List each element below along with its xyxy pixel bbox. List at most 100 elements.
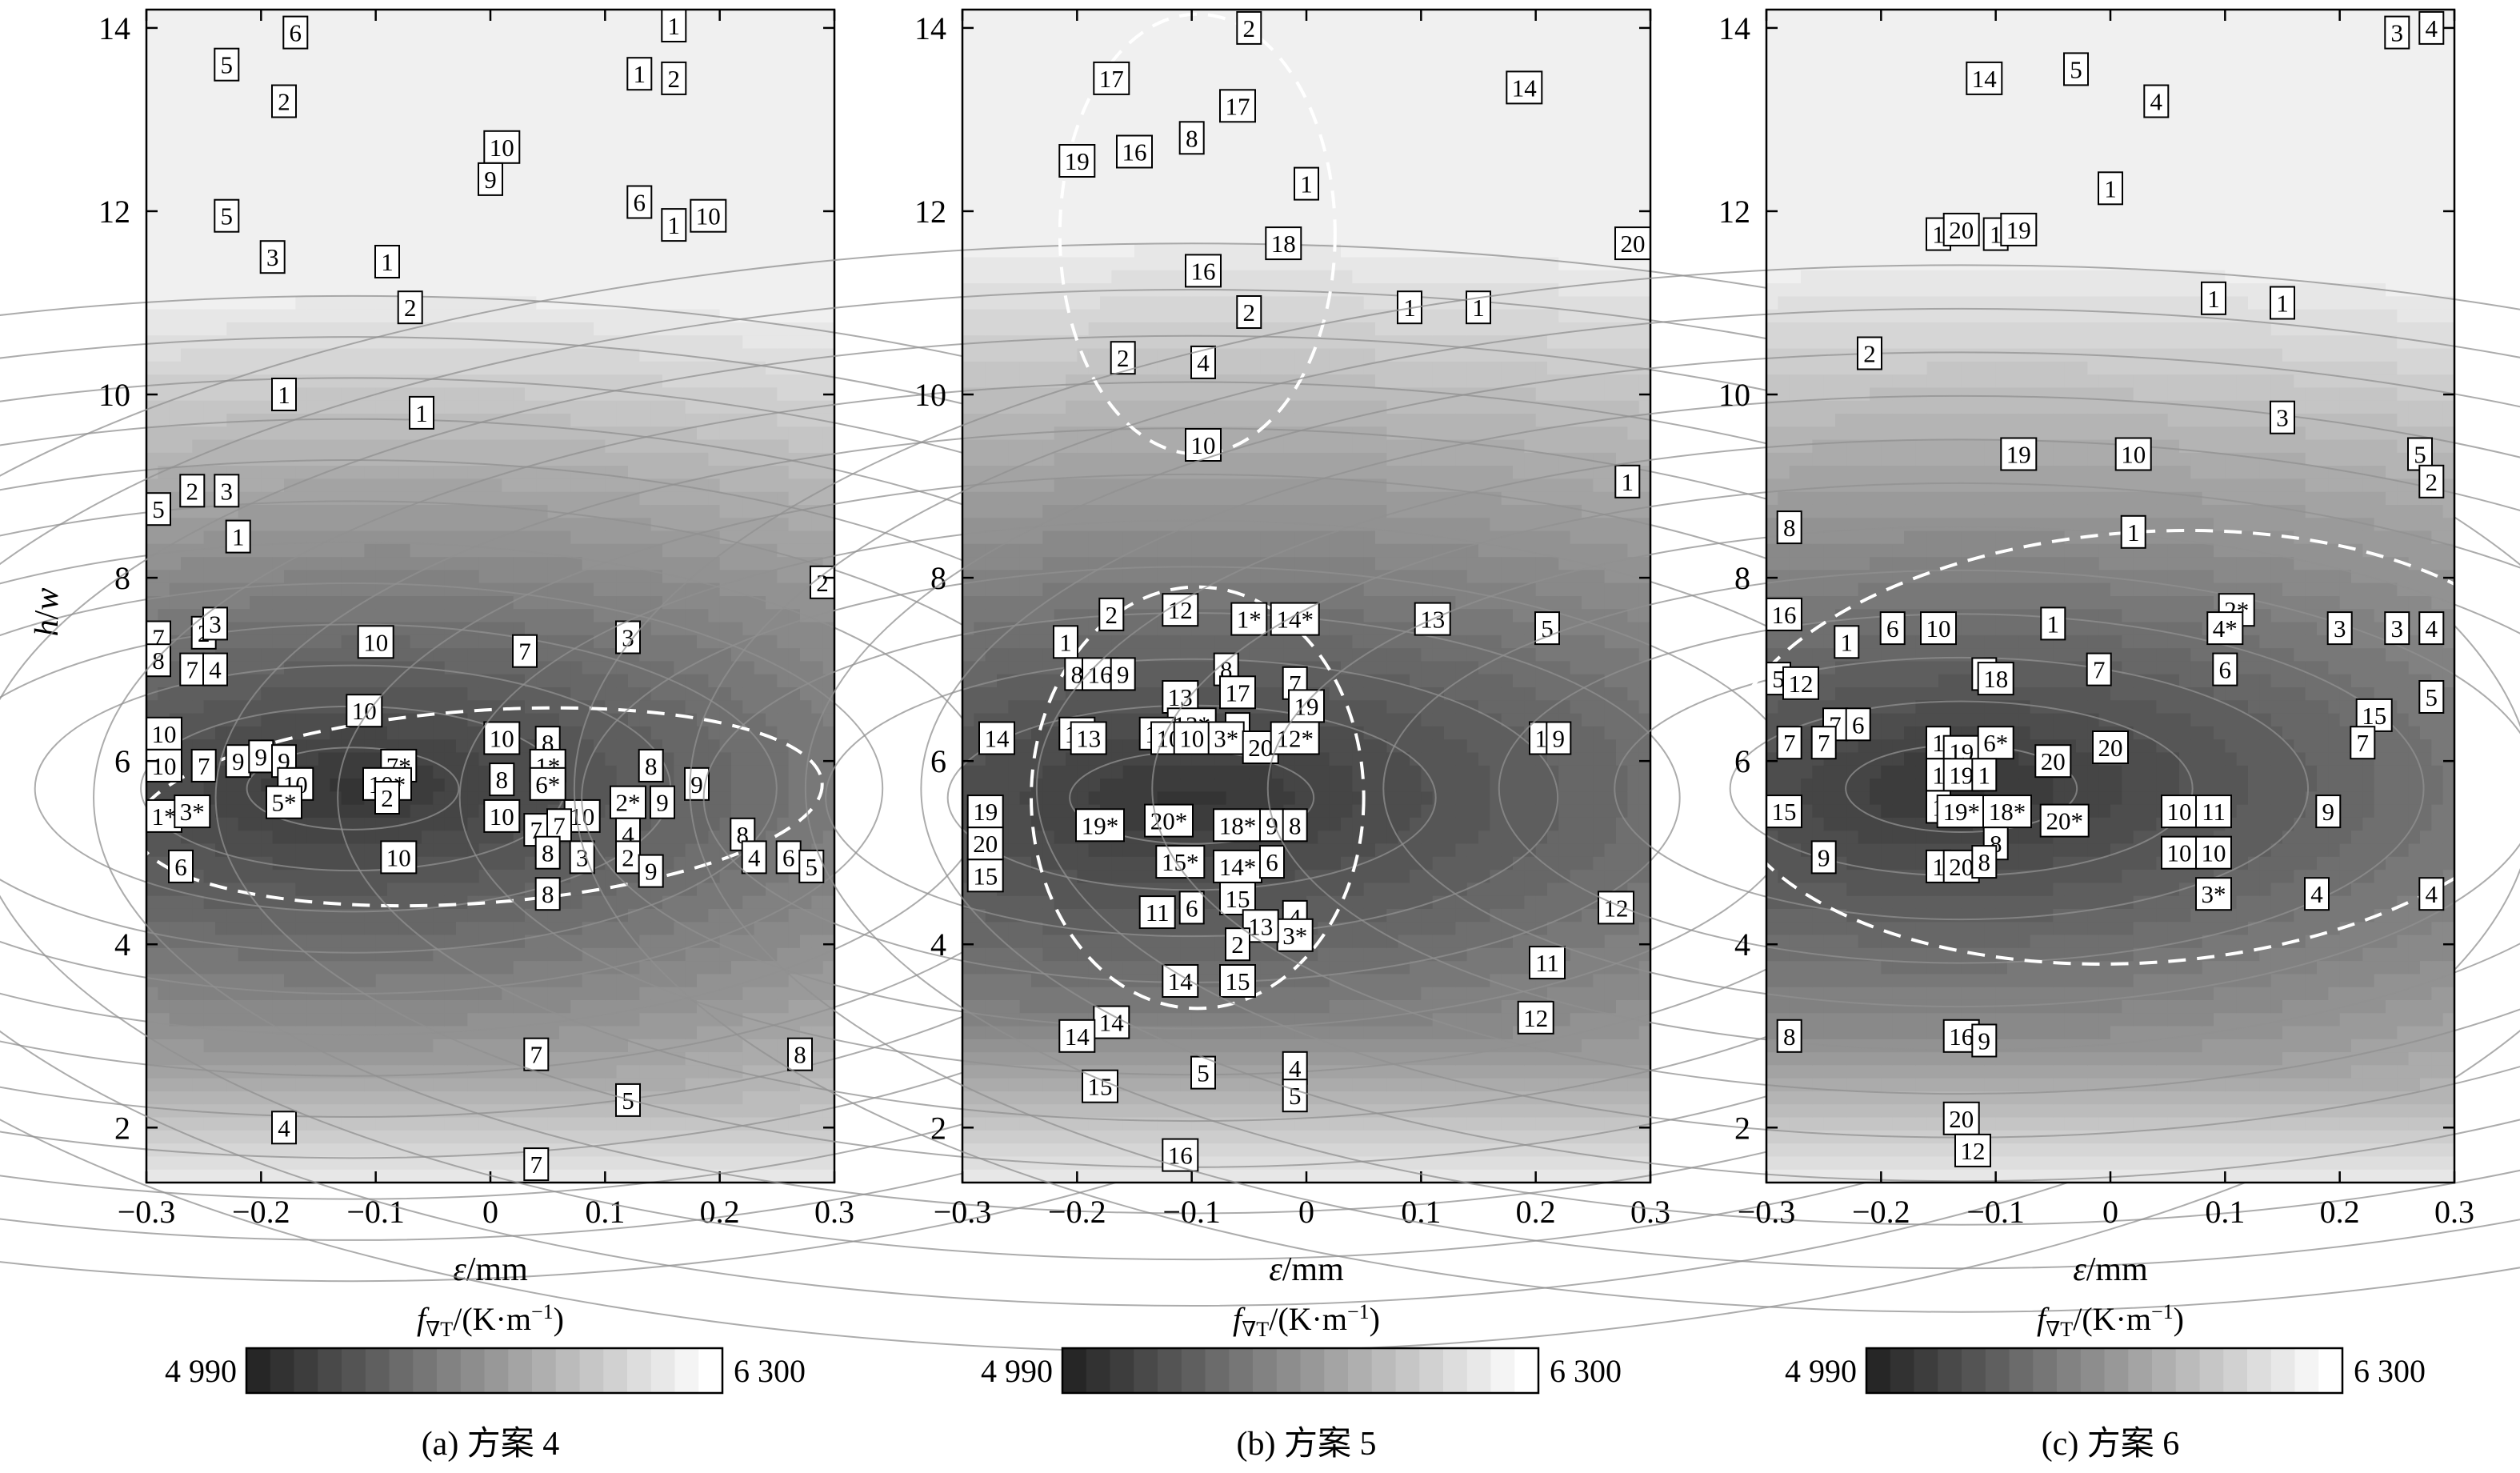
point-label-text: 18* [1219,811,1257,839]
point-label: 15* [1155,845,1206,879]
point-label-box [1236,295,1262,329]
point-label: 3* [1276,918,1314,952]
point-label-text: 5 [2426,683,2438,711]
point-label-text: 2 [381,784,394,812]
point-label-text: 1 [2127,518,2140,546]
point-label: 9 [248,739,274,774]
point-label-box [259,240,286,274]
colorbar-max-label: 6 300 [2354,1353,2426,1389]
point-label-box [650,785,675,819]
point-label-text: 1 [415,399,428,427]
x-tick-label: 0.1 [1401,1194,1441,1230]
point-label: 1 [1614,464,1641,498]
point-label: 2 [661,61,687,95]
colorbar-step [1253,1348,1278,1393]
point-label: 2 [179,474,206,508]
point-label: 16 [1162,1138,1199,1172]
y-tick-label: 4 [930,927,946,963]
point-label: 4 [2143,84,2170,118]
point-label: 7 [179,652,206,686]
colorbar-step [460,1348,486,1393]
point-label-text: 20* [1150,807,1188,835]
point-label-text: 11 [1146,899,1170,927]
point-label-text: 1 [2047,610,2060,638]
point-label: 2 [1236,10,1262,45]
point-label-text: 2 [2426,468,2438,496]
point-label: 3* [1207,721,1245,755]
point-label-text: 1 [1841,628,1854,656]
point-label-text: 1 [278,381,290,409]
point-label-box [626,185,653,219]
point-label-text: 10 [1926,614,1951,642]
y-tick-label: 8 [1734,560,1750,596]
point-label-text: 19* [1082,811,1119,839]
point-label-text: 9 [232,747,245,775]
point-label-text: 16 [1191,257,1216,285]
point-label-text: 7 [2093,656,2106,684]
point-label: 14 [978,721,1015,755]
point-label: 1 [2270,286,2295,320]
point-label-box [610,785,646,819]
point-label: 8 [1282,808,1308,843]
point-label-text: 4* [2213,614,2238,642]
y-tick-label: 14 [98,10,130,46]
point-label: 9 [638,854,664,888]
point-label: 7 [523,1147,550,1182]
point-label-box [1236,10,1262,45]
point-label-text: 1 [634,60,646,88]
point-label: 1 [2040,606,2066,641]
colorbar-max-label: 6 300 [734,1353,806,1389]
point-label-text: 16 [1122,138,1147,166]
point-label-text: 2* [616,789,641,817]
point-label-text: 3 [622,624,634,652]
point-label-box [483,721,521,755]
point-label: 16 [1766,597,1802,631]
point-label: 3 [569,840,595,875]
point-label: 14 [1162,964,1199,998]
x-tick-label: 0.3 [814,1194,854,1230]
point-label-box [1185,254,1222,288]
point-label-text: 3* [1214,725,1238,753]
point-label: 10 [2195,835,2232,870]
point-label-text: 9 [1978,1027,1991,1055]
point-label-text: 17 [1099,65,1124,93]
x-tick-label: 0 [482,1194,498,1230]
point-label-text: 1 [668,211,681,239]
point-label: 17 [1219,89,1256,123]
point-label: 5 [214,47,240,82]
point-label: 6 [1845,707,1871,742]
point-label-text: 2 [622,843,634,871]
point-label-text: 1 [2207,285,2220,313]
point-label: 5 [1282,1079,1308,1113]
point-label-text: 14 [985,725,1010,753]
colorbar-step [1985,1348,2010,1393]
colorbar-step [2080,1348,2106,1393]
point-label: 18* [1213,808,1262,843]
point-label-box [638,854,664,888]
point-label-text: 15 [1226,967,1250,995]
point-label-text: 10 [490,803,514,831]
point-label-text: 6 [782,843,795,871]
point-label-text: 2 [1243,298,1256,326]
point-label: 3 [2384,611,2410,646]
point-label-text: 20 [2041,747,2066,775]
point-label: 5 [146,492,171,526]
point-label: 14* [1213,849,1262,883]
colorbar-step [1062,1348,1087,1393]
point-label-box [489,763,515,797]
x-tick-label: −0.3 [934,1194,992,1230]
point-label: 10 [1920,611,1957,646]
colorbar-label: f∇T/(K·m−1) [417,1300,564,1341]
x-tick-label: 0.2 [2320,1194,2360,1230]
point-label-text: 16 [1949,1023,1974,1051]
colorbar-step [1110,1348,1134,1393]
colorbar-label: f∇T/(K·m−1) [1233,1300,1380,1341]
point-label: 15 [1082,1069,1118,1103]
point-label-box [266,785,302,819]
point-label-text: 7 [186,656,199,684]
point-label: 20* [2039,803,2090,838]
point-label-text: 1 [1932,729,1945,757]
point-label-text: 10 [352,697,377,725]
point-label-text: 8 [1978,848,1991,876]
colorbar-step [1514,1348,1539,1393]
